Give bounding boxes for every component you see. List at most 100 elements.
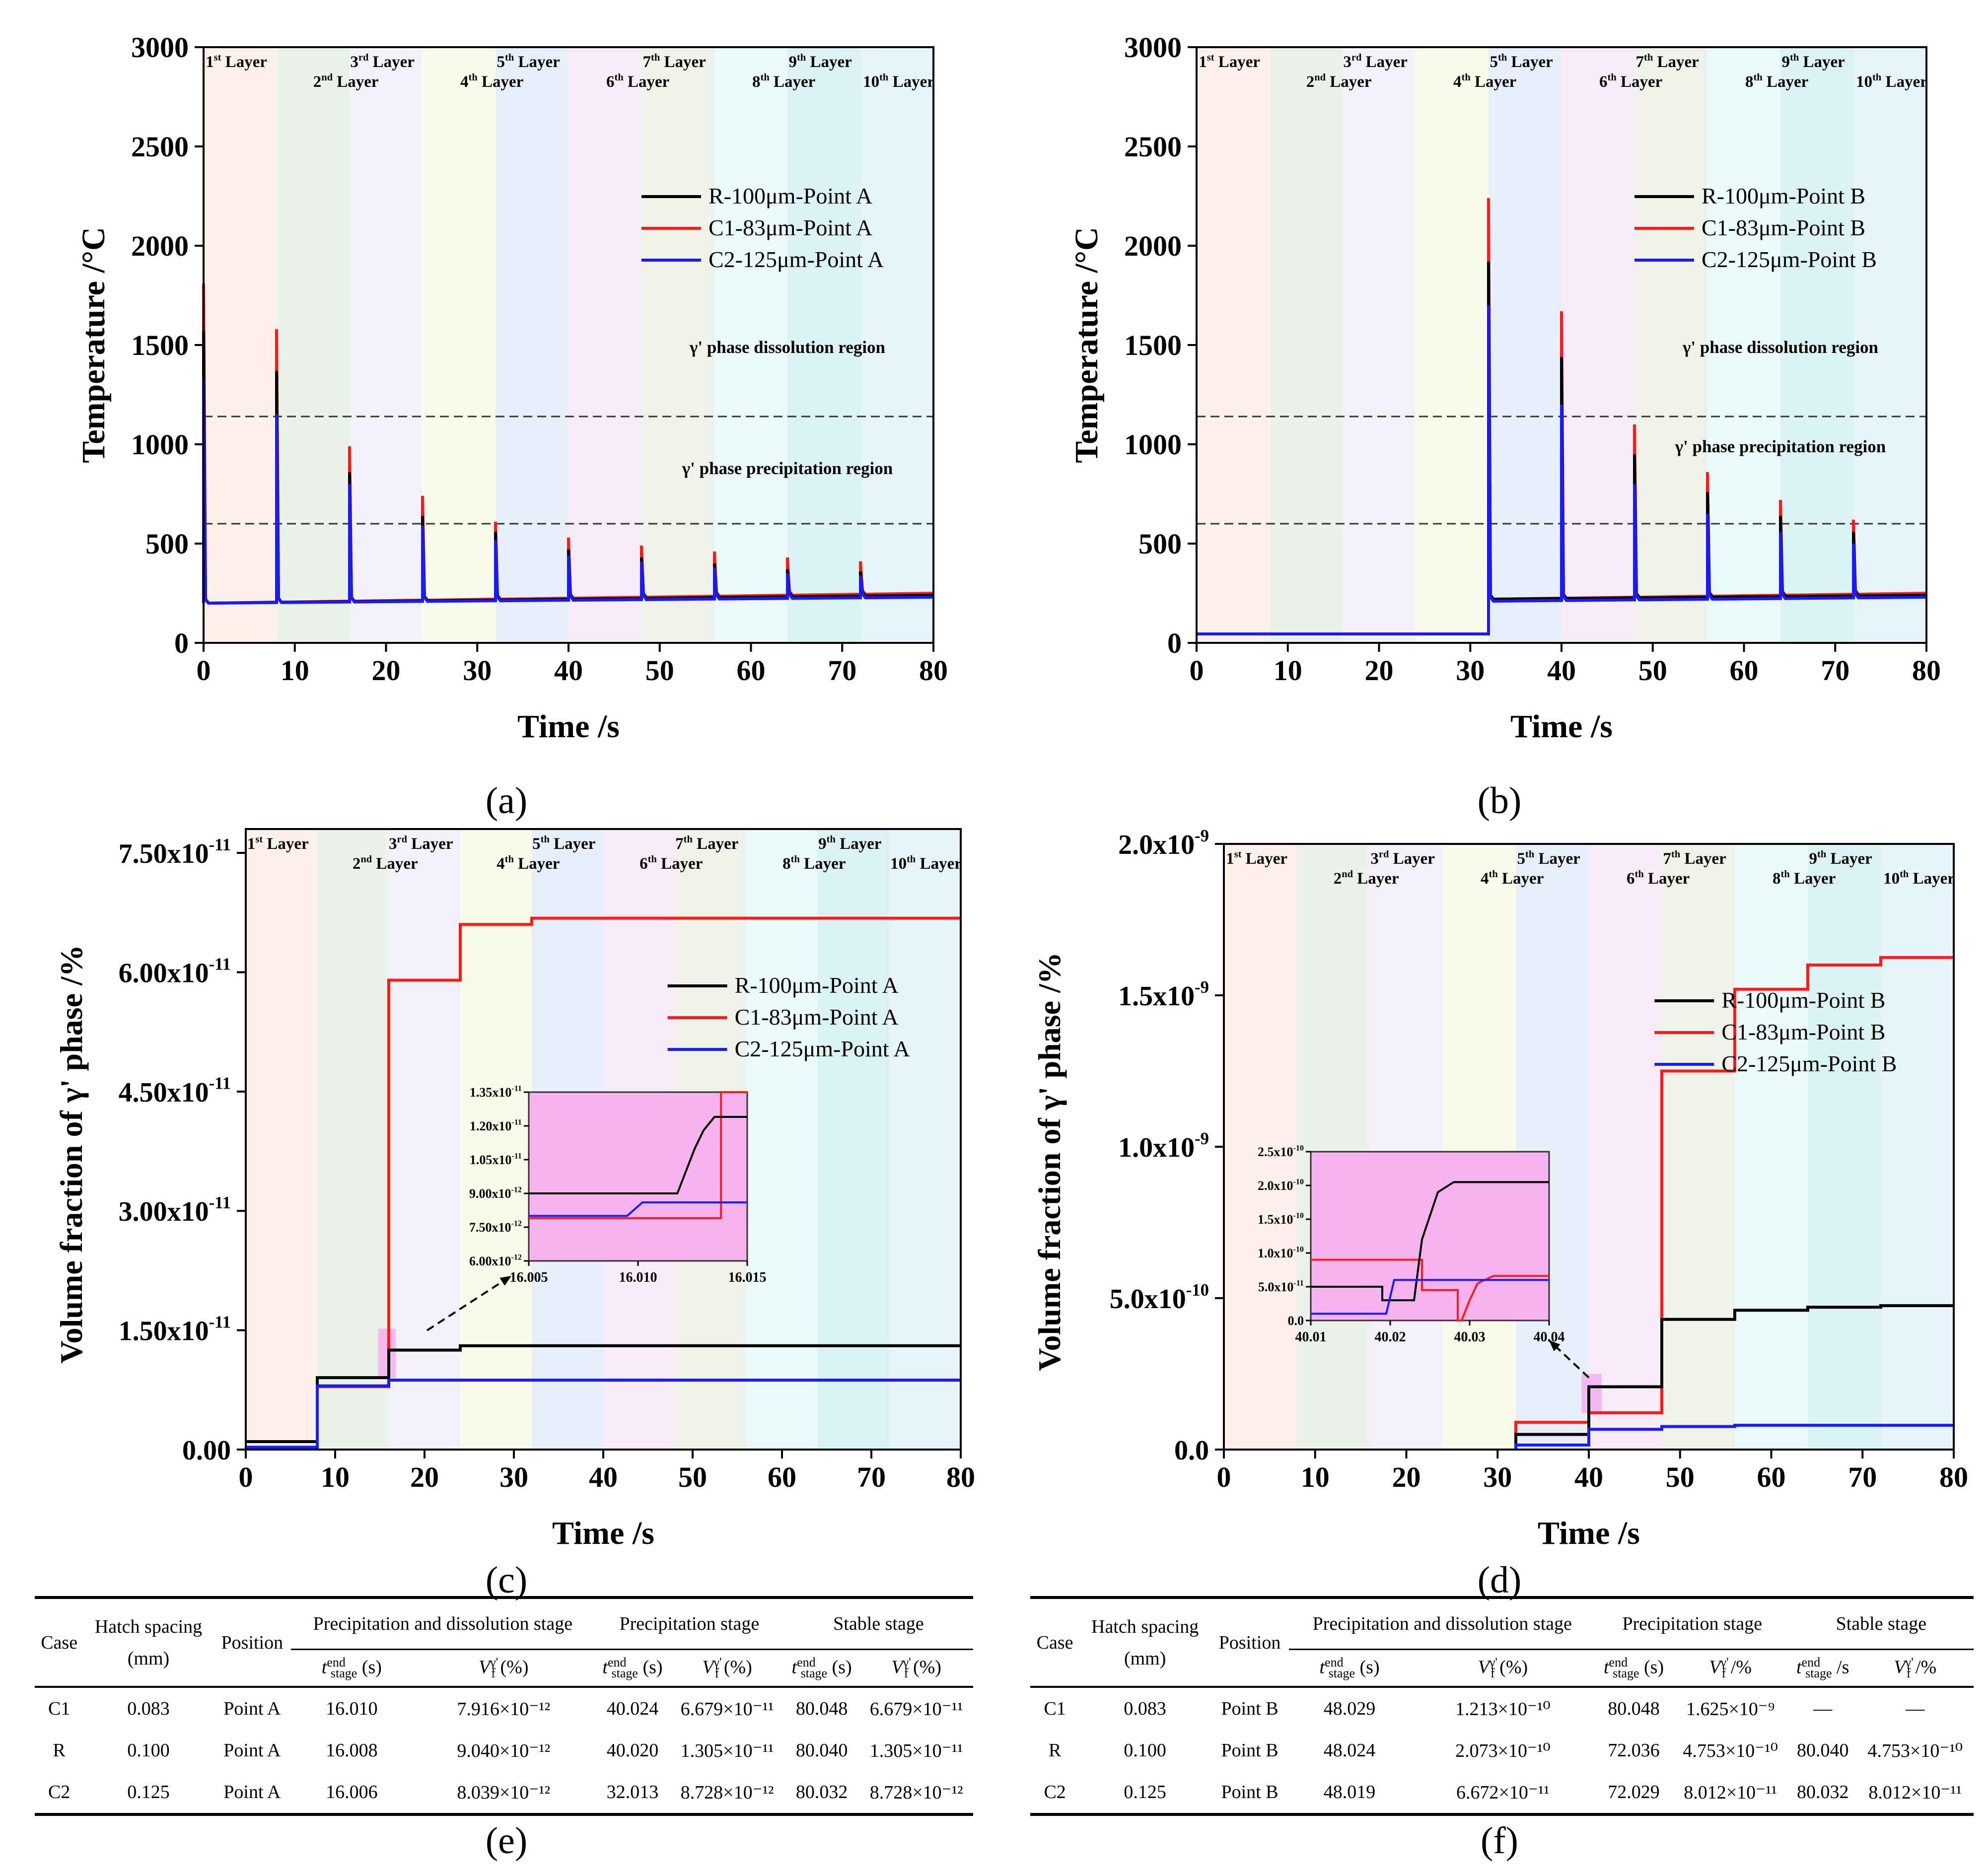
t-unit: (s) [1639, 1657, 1664, 1678]
layer-label: 2nd Layer [1334, 869, 1399, 888]
v-symbol: V [1478, 1657, 1490, 1678]
col-t-end-stage: tendstage (s) [783, 1649, 860, 1688]
x-tick-label: 50 [1666, 1461, 1695, 1493]
x-axis-label: Time /s [552, 1515, 654, 1551]
v-symbol: V [891, 1657, 903, 1678]
layer-band [1297, 844, 1370, 1450]
layer-band [860, 47, 933, 643]
inset-y-tick-label: 1.5x10-10 [1258, 1211, 1304, 1227]
layer-label: 1st Layer [206, 52, 267, 71]
layer-band [246, 829, 317, 1450]
y-axis-label: Volume fraction of γ' phase /% [1032, 952, 1067, 1371]
layer-label: 8th Layer [752, 72, 815, 91]
y-tick-label: 1.5x10-9 [1118, 977, 1209, 1012]
layer-label: 6th Layer [1627, 869, 1690, 888]
zoom-highlight [1581, 1374, 1602, 1413]
table-cell: Point B [1221, 1740, 1278, 1761]
y-tick-label: 2.0x10-9 [1118, 826, 1209, 860]
layer-label: 7th Layer [675, 834, 738, 853]
annotation-dissolution: γ' phase dissolution region [1682, 338, 1878, 357]
t-symbol: t [1319, 1657, 1325, 1678]
table-cell: 48.029 [1288, 1686, 1411, 1730]
table-cell: 48.019 [1288, 1771, 1411, 1816]
t-symbol: t [602, 1657, 608, 1678]
t-sub: stage [611, 1666, 638, 1681]
layer-label: 8th Layer [1773, 869, 1836, 888]
caption-f: (f) [1481, 1820, 1518, 1862]
t-unit: (s) [827, 1657, 852, 1678]
v-sup: γ' [490, 1655, 498, 1669]
t-sup: end [1801, 1655, 1821, 1669]
table-cell: 7.916×10⁻¹² [412, 1686, 595, 1730]
x-axis-label: Time /s [517, 708, 620, 745]
legend-entry: C1-83μm-Point A [735, 1004, 899, 1030]
layer-band [389, 829, 460, 1450]
x-tick-label: 40 [1574, 1461, 1603, 1493]
v-sub: f [904, 1666, 909, 1681]
table-cell: 9.040×10⁻¹² [457, 1740, 551, 1761]
v-symbol: V [1709, 1657, 1721, 1678]
legend-entry: C1-83μm-Point A [709, 215, 872, 240]
table-cell: 8.012×10⁻¹¹ [1672, 1771, 1789, 1816]
x-tick-label: 20 [410, 1461, 439, 1493]
y-tick-label: 0 [1167, 627, 1182, 659]
x-tick-label: 60 [768, 1461, 796, 1493]
layer-label: 6th Layer [1599, 72, 1662, 91]
table-row: C2 0.125 Point A 16.006 8.039×10⁻¹² 32.013 8.7… [35, 1771, 973, 1816]
legend-entry: R-100μm-Point B [1702, 183, 1865, 208]
x-tick-label: 20 [1392, 1461, 1421, 1493]
v-unit: (%) [1494, 1657, 1528, 1678]
inset-series-line [529, 1115, 747, 1194]
t-sup: end [1325, 1655, 1344, 1669]
table-cell: 8.728×10⁻¹² [670, 1771, 784, 1816]
table-cell: 80.032 [1788, 1771, 1857, 1816]
col-t-end-stage: tendstage /s [1788, 1649, 1857, 1688]
y-tick-label: 1000 [131, 428, 189, 461]
table-cell: 0.083 [83, 1686, 213, 1730]
group-header: Precipitation stage [1595, 1596, 1789, 1650]
x-tick-label: 60 [737, 654, 766, 687]
col-t-end-stage: tendstage (s) [1595, 1649, 1672, 1688]
col-hatch-spacing: Hatch spacing (mm) [83, 1596, 213, 1687]
table-cell: 0.125 [1079, 1771, 1211, 1816]
layer-band [496, 47, 568, 643]
table-cell: 6.679×10⁻¹¹ [670, 1686, 784, 1730]
table-cell: 6.672×10⁻¹¹ [1410, 1771, 1596, 1816]
layer-label: 9th Layer [1809, 849, 1872, 868]
series-line [1514, 1424, 1954, 1450]
table-cell: 80.048 [1595, 1686, 1672, 1730]
layer-label: 2nd Layer [353, 854, 418, 873]
x-tick-label: 70 [1821, 654, 1849, 687]
v-unit: /% [1911, 1657, 1937, 1678]
table-cell: 0.100 [1124, 1740, 1166, 1761]
v-sub: f [491, 1666, 496, 1681]
table-cell: 0.100 [127, 1740, 170, 1761]
layer-label: 2nd Layer [1306, 72, 1372, 91]
col-t-end-stage: tendstage (s) [1288, 1649, 1411, 1688]
layer-label: 5th Layer [1490, 52, 1553, 71]
col-v-fraction: Vγ'f (%) [412, 1649, 595, 1688]
caption-c: (c) [485, 1559, 528, 1601]
layer-band [1224, 844, 1297, 1450]
col-hatch-label: Hatch spacing [1091, 1616, 1199, 1637]
col-v-fraction: Vγ'f /% [1856, 1649, 1974, 1688]
group-header: Precipitation and dissolution stage [1288, 1596, 1596, 1650]
layer-band [1634, 47, 1707, 643]
layer-band [1370, 844, 1443, 1450]
caption-b: (b) [1477, 780, 1522, 822]
table-cell: 40.020 [606, 1740, 659, 1761]
inset-y-tick-label: 0.0 [1288, 1314, 1304, 1328]
layer-band [317, 829, 389, 1450]
t-symbol: t [1796, 1657, 1802, 1678]
legend-entry: C2-125μm-Point B [1702, 247, 1877, 272]
v-unit: (%) [496, 1657, 529, 1678]
t-symbol: t [1603, 1657, 1609, 1678]
table-cell: 6.679×10⁻¹¹ [859, 1686, 973, 1730]
layer-band [1808, 844, 1881, 1450]
layer-band [1707, 47, 1780, 643]
x-tick-label: 30 [463, 654, 492, 687]
table-cell: — [1788, 1686, 1857, 1730]
col-v-fraction: Vγ'f (%) [1410, 1649, 1596, 1688]
t-unit: /s [1832, 1657, 1849, 1678]
